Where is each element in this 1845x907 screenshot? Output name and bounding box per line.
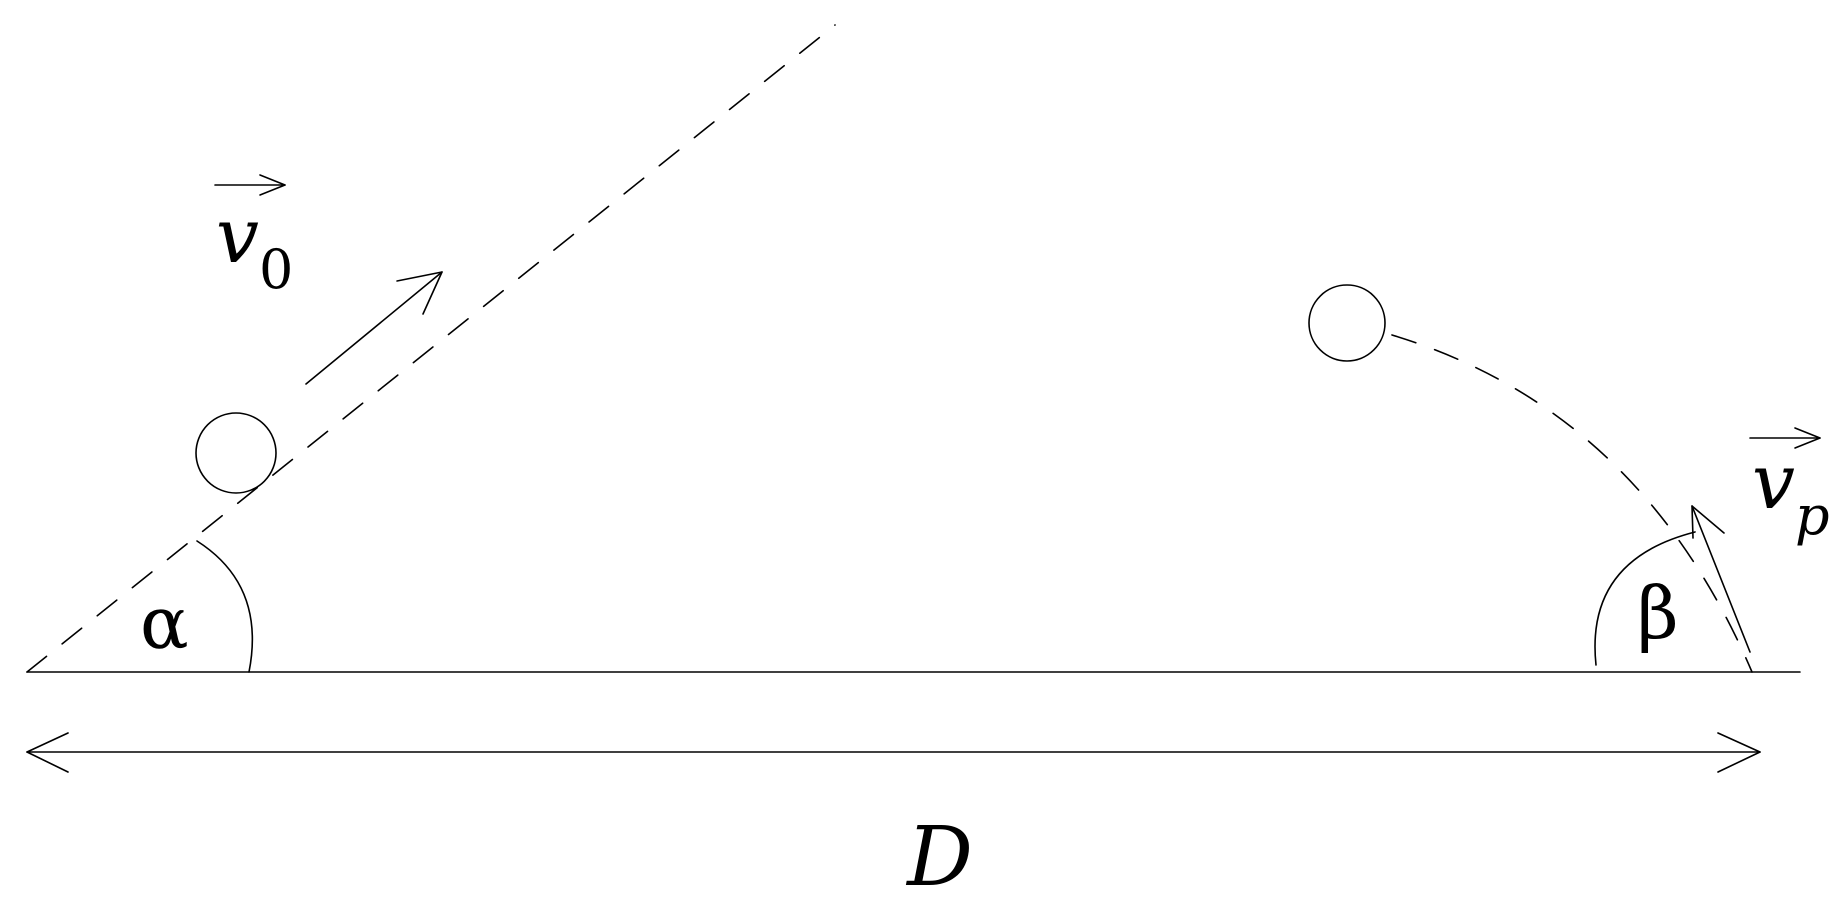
vp-subscript: p: [1795, 484, 1830, 547]
alpha-angle-arc: [196, 540, 254, 673]
ball-initial: [195, 412, 277, 494]
launch-direction-dashed-line: [26, 24, 836, 673]
v0-label: v0: [216, 191, 293, 301]
initial-velocity-arrow: [305, 271, 443, 385]
vp-label: vp: [1752, 437, 1830, 547]
vp-vector-arrow: [1749, 427, 1821, 449]
beta-angle-arc: [1594, 531, 1696, 666]
descending-trajectory-dashed-curve: [1391, 334, 1753, 673]
beta-label: β: [1637, 571, 1679, 655]
v0-subscript: 0: [259, 238, 293, 301]
alpha-label: α: [140, 581, 189, 665]
final-velocity-arrow: [1691, 505, 1751, 653]
vp-symbol: v: [1752, 437, 1795, 526]
distance-label: D: [905, 810, 973, 905]
distance-double-arrow: [26, 732, 1761, 773]
v0-vector-arrow: [214, 174, 286, 196]
v0-symbol: v: [216, 191, 259, 280]
ball-descending: [1308, 284, 1386, 362]
